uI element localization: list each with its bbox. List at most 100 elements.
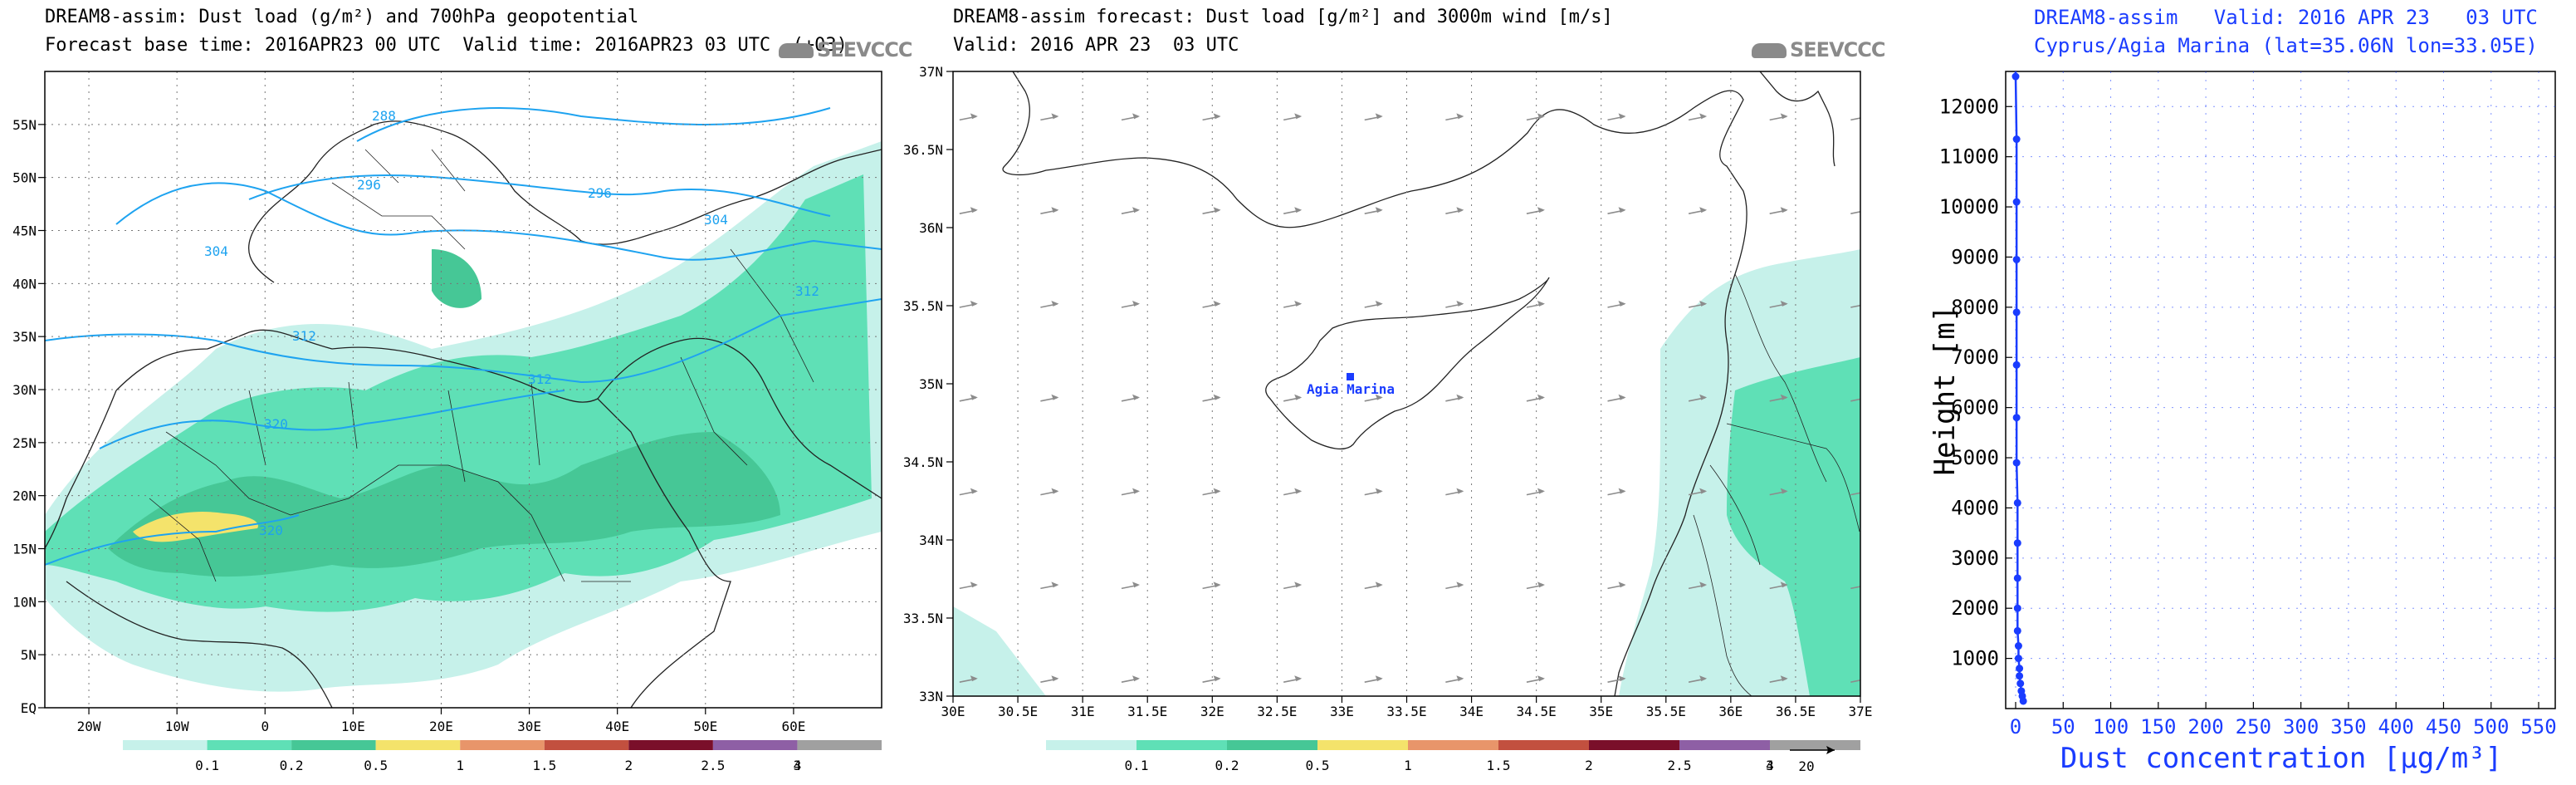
wind-arrow-head [1132, 675, 1140, 682]
panel2-logo: SEEVCCC [1752, 38, 1885, 61]
panel2-axes: 30E 30.5E 31E 31.5E 32E 32.5E 33E 33.5E 34E 34.5E… [903, 64, 1873, 719]
wind-reference-label: 20 [1798, 758, 1814, 774]
x-tick-label: 35E [1589, 704, 1613, 719]
y-tick-label: 20N [12, 488, 37, 504]
wind-arrow-head [1618, 301, 1626, 307]
wind-arrow-head [1861, 488, 1869, 494]
wind-arrow-head [1132, 394, 1140, 400]
wind-arrow-head [1051, 394, 1059, 400]
wind-arrow [1850, 304, 1860, 308]
colorbar-swatch [1498, 740, 1589, 750]
y-tick-label: 35.5N [903, 298, 943, 314]
wind-arrow-head [1294, 581, 1303, 588]
wind-arrow-head [1699, 488, 1708, 494]
x-tick-label: 30E [941, 704, 965, 719]
colorbar-swatch [291, 740, 376, 750]
borders [1693, 273, 1860, 696]
x-tick-label: 32.5E [1257, 704, 1297, 719]
colorbar-label: 4 [794, 758, 802, 773]
contour-label: 320 [259, 523, 283, 538]
wind-arrow-head [1699, 675, 1708, 682]
panel2-gridlines [1017, 71, 1796, 696]
x-tick-label: 35.5E [1646, 704, 1686, 719]
wind-arrow-head [1537, 113, 1545, 120]
y-tick-label: 6000 [1951, 396, 1999, 419]
x-tick-label: 200 [2187, 715, 2223, 738]
x-tick-label: 34E [1459, 704, 1484, 719]
wind-reference: 20 [1790, 746, 1835, 774]
wind-arrow-head [1537, 581, 1545, 588]
contour-label: 304 [704, 212, 728, 228]
wind-arrow-head [1537, 207, 1545, 213]
wind-arrow-head [1780, 394, 1788, 400]
colorbar-label: 3 [1766, 758, 1774, 773]
wind-arrow-head [1051, 301, 1059, 307]
wind-arrow-head [1861, 207, 1869, 213]
wind-arrow-head [1456, 675, 1464, 682]
wind-arrow-head [970, 207, 978, 213]
coastline [1614, 273, 1736, 696]
x-tick-label: 34.5E [1517, 704, 1557, 719]
x-tick-label: 60E [781, 719, 805, 734]
wind-arrow-head [1699, 113, 1708, 120]
profile-point [2017, 687, 2026, 695]
x-tick-label: 40E [605, 719, 629, 734]
x-tick-label: 0 [261, 719, 269, 734]
panel3-ylabel: Height [m] [1928, 306, 1962, 476]
contour-label: 296 [588, 185, 612, 201]
colorbar-swatch [1770, 740, 1860, 750]
y-tick-label: 8000 [1951, 296, 1999, 319]
profile-point [2012, 361, 2021, 369]
x-tick-label: 31.5E [1127, 704, 1167, 719]
dust-area-dark [108, 432, 780, 577]
panel3-gridlines [2006, 71, 2555, 709]
wind-arrow [1850, 586, 1860, 590]
wind-arrow-head [1456, 394, 1464, 400]
wind-arrow-head [1456, 581, 1464, 588]
panel1-title: DREAM8-assim: Dust load (g/m²) and 700hP… [45, 7, 639, 27]
panel2-dust-field: Agia Marina [953, 71, 1869, 696]
geopotential-contours [45, 107, 882, 566]
x-tick-label: 33E [1330, 704, 1354, 719]
panel1-gridlines [45, 71, 882, 708]
wind-arrow-head [1780, 301, 1788, 307]
contour-label: 312 [528, 371, 552, 387]
colorbar-label: 2 [1585, 758, 1593, 773]
wind-arrow-head [1537, 301, 1545, 307]
wind-arrow-head [1051, 675, 1059, 682]
x-tick-label: 50 [2051, 715, 2075, 738]
panel3-subtitle: Cyprus/Agia Marina (lat=35.06N lon=33.05… [2034, 34, 2538, 57]
cloud-icon [779, 43, 814, 58]
y-tick-label: EQ [21, 700, 37, 716]
wind-arrow-head [1780, 207, 1788, 213]
wind-arrow-head [970, 113, 978, 120]
wind-arrow-head [1132, 301, 1140, 307]
x-tick-label: 10E [341, 719, 365, 734]
colorbar-label: 4 [1766, 758, 1774, 773]
colorbar-label: 1 [456, 758, 464, 773]
y-tick-label: 10000 [1939, 195, 1999, 218]
profile-point [2013, 574, 2021, 582]
wind-arrow-head [970, 675, 978, 682]
profile-point [2013, 626, 2021, 635]
contour-label: 304 [204, 243, 228, 259]
wind-arrow-head [1213, 488, 1221, 494]
panel1-subtitle: Forecast base time: 2016APR23 00 UTC Val… [45, 35, 848, 56]
profile-point [2013, 604, 2021, 612]
colorbar-label: 2 [625, 758, 633, 773]
wind-arrow-head [1537, 394, 1545, 400]
x-tick-label: 250 [2236, 715, 2271, 738]
colorbar-swatch [1317, 740, 1408, 750]
wind-arrow-head [1618, 488, 1626, 494]
colorbar-label: 0.5 [364, 758, 388, 773]
wind-arrow-head [1051, 113, 1059, 120]
wind-arrow-head [970, 394, 978, 400]
wind-arrow-head [1213, 301, 1221, 307]
wind-arrow [1850, 398, 1860, 402]
x-tick-label: 36.5E [1776, 704, 1816, 719]
wind-arrow-head [1132, 581, 1140, 588]
colorbar-label: 1.5 [532, 758, 556, 773]
wind-arrow-head [1861, 301, 1869, 307]
profile-point [2016, 665, 2024, 673]
